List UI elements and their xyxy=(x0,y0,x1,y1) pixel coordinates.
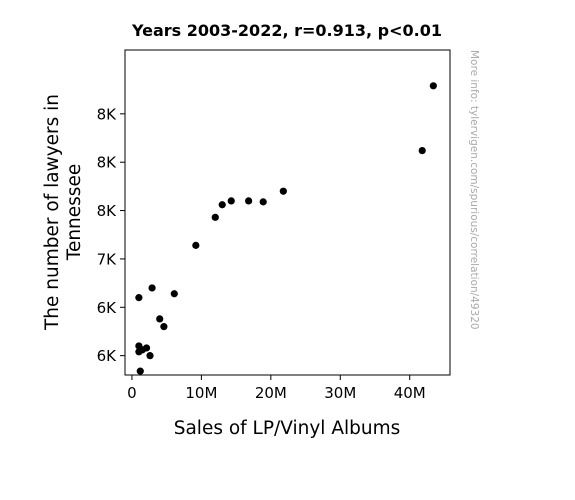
y-tick-label: 8K xyxy=(97,154,118,172)
data-point xyxy=(259,198,267,206)
y-axis-label-line-1: The number of lawyers in xyxy=(42,94,63,331)
chart-title: Years 2003-2022, r=0.913, p<0.01 xyxy=(131,21,442,40)
data-point xyxy=(192,241,200,249)
data-point xyxy=(136,367,144,375)
data-point xyxy=(245,197,253,205)
source-watermark: More info: tylervigen.com/spurious/corre… xyxy=(468,50,480,330)
data-point xyxy=(279,187,287,195)
x-tick-label: 10M xyxy=(185,384,217,402)
x-axis-ticks: 0 10M 20M 30M 40M xyxy=(127,375,426,402)
data-point xyxy=(156,315,164,323)
data-point xyxy=(211,213,219,221)
data-point xyxy=(135,342,143,350)
x-tick-label: 40M xyxy=(394,384,426,402)
data-point xyxy=(429,82,437,90)
x-tick-label: 20M xyxy=(255,384,287,402)
data-point xyxy=(218,201,226,209)
y-tick-label: 8K xyxy=(97,105,118,123)
x-tick-label: 30M xyxy=(324,384,356,402)
data-point xyxy=(160,323,168,331)
y-axis-ticks: 6K 6K 7K 8K 8K 8K xyxy=(97,105,125,365)
y-tick-label: 6K xyxy=(97,347,118,365)
data-points xyxy=(135,82,437,375)
data-point xyxy=(418,146,426,155)
data-point xyxy=(148,284,156,292)
data-point xyxy=(142,344,151,352)
y-axis-label: The number of lawyers in Tennessee xyxy=(42,94,85,331)
plot-area xyxy=(124,49,451,376)
data-point xyxy=(146,352,154,360)
data-point xyxy=(170,290,178,298)
y-tick-label: 6K xyxy=(97,299,118,317)
y-axis-label-line-2: Tennessee xyxy=(64,164,85,261)
data-point xyxy=(227,197,235,205)
x-tick-label: 0 xyxy=(127,384,137,402)
y-tick-label: 7K xyxy=(97,250,118,268)
y-tick-label: 8K xyxy=(97,202,118,220)
data-point xyxy=(135,294,143,302)
x-axis-label: Sales of LP/Vinyl Albums xyxy=(174,418,401,439)
